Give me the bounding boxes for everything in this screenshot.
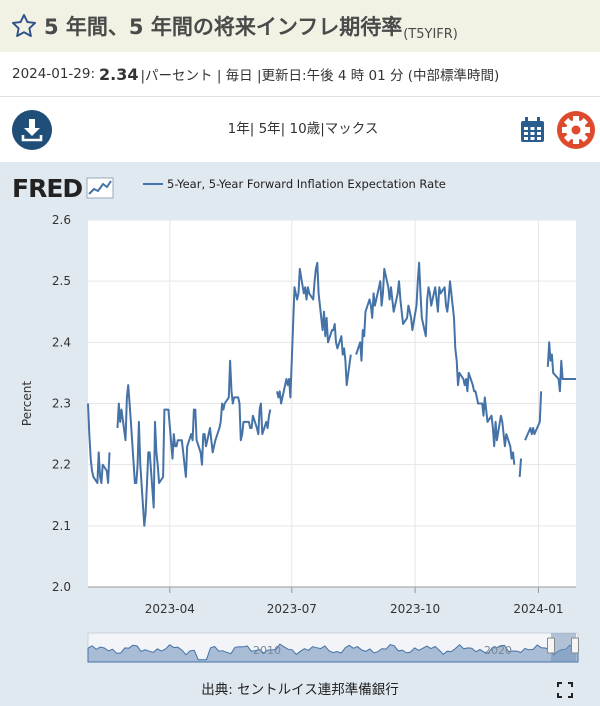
series-line xyxy=(276,261,352,405)
fullscreen-icon[interactable] xyxy=(557,682,573,698)
calendar-icon[interactable] xyxy=(520,117,545,143)
x-tick-label: 2024-01 xyxy=(513,602,563,616)
observation-value: 2.34 xyxy=(99,64,139,84)
series-line xyxy=(87,403,111,484)
download-button[interactable] xyxy=(12,110,52,150)
y-axis-label: Percent xyxy=(20,381,34,426)
series-line xyxy=(524,391,543,441)
navigator-label: 2010 xyxy=(253,644,281,657)
series-line xyxy=(355,261,516,465)
info-bar: 2024-01-29: 2.34 |パーセント | 毎日 |更新日:午後 4 時… xyxy=(0,52,600,97)
fred-logo[interactable]: FRED xyxy=(12,173,114,203)
fred-logo-text: FRED xyxy=(12,173,83,203)
series-id: (T5YIFR) xyxy=(403,27,458,42)
y-tick-label: 2.4 xyxy=(52,335,71,349)
series-line xyxy=(116,359,272,527)
navigator-handle[interactable] xyxy=(571,637,579,654)
navigator-label: 2020 xyxy=(484,644,512,657)
observation-unit: |パーセント | 毎日 |更新日:午後 4 時 01 分 (中部標準時間) xyxy=(140,68,500,84)
line-chart[interactable]: 2.0 2.1 2.2 2.3 2.4 2.5 2.6 2023-04 2023-07 2023-… xyxy=(0,162,600,706)
legend-swatch xyxy=(143,183,163,185)
star-icon[interactable] xyxy=(10,12,38,40)
series-title: 5 年間、5 年間の将来インフレ期待率 xyxy=(44,15,403,39)
y-tick-label: 2.2 xyxy=(52,458,71,472)
y-tick-label: 2.1 xyxy=(52,519,71,533)
gear-icon xyxy=(562,116,590,144)
chart-legend: 5-Year, 5-Year Forward Inflation Expecta… xyxy=(143,177,446,191)
chart-area: FRED 5-Year, 5-Year Forward Inflation Ex… xyxy=(0,162,600,706)
source-credit: 出典: セントルイス連邦準備銀行 xyxy=(201,682,399,698)
legend-label: 5-Year, 5-Year Forward Inflation Expecta… xyxy=(167,177,446,191)
series-line xyxy=(518,458,522,477)
settings-button[interactable] xyxy=(557,111,595,149)
navigator-series xyxy=(87,643,579,663)
series-line xyxy=(546,341,576,393)
page-title: 5 年間、5 年間の将来インフレ期待率(T5YIFR) xyxy=(44,11,458,42)
download-icon xyxy=(21,119,43,142)
y-tick-label: 2.6 xyxy=(52,213,71,227)
x-tick-label: 2023-07 xyxy=(267,602,317,616)
fred-sparkline-icon xyxy=(86,177,114,199)
x-tick-label: 2023-10 xyxy=(390,602,440,616)
y-tick-label: 2.5 xyxy=(52,274,71,288)
title-bar: 5 年間、5 年間の将来インフレ期待率(T5YIFR) xyxy=(0,0,600,52)
observation-date: 2024-01-29: xyxy=(12,66,96,82)
y-tick-label: 2.0 xyxy=(52,580,71,594)
toolbar: 1年| 5年| 10歳|マックス xyxy=(0,98,600,162)
y-tick-label: 2.3 xyxy=(52,397,71,411)
date-range-selector[interactable]: 1年| 5年| 10歳|マックス xyxy=(227,121,379,137)
x-tick-label: 2023-04 xyxy=(145,602,195,616)
navigator-handle[interactable] xyxy=(547,637,555,654)
